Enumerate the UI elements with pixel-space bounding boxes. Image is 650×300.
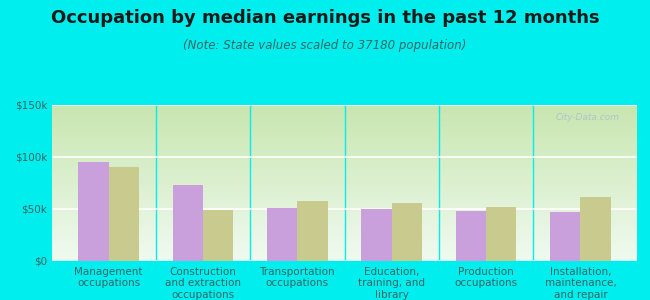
Bar: [361, 209, 392, 261]
Bar: [203, 210, 233, 261]
Bar: [550, 212, 580, 261]
Text: (Note: State values scaled to 37180 population): (Note: State values scaled to 37180 popu…: [183, 39, 467, 52]
Bar: [580, 196, 610, 261]
Bar: [173, 185, 203, 261]
Bar: [486, 207, 516, 261]
Bar: [456, 211, 486, 261]
Bar: [297, 201, 328, 261]
Text: Occupation by median earnings in the past 12 months: Occupation by median earnings in the pas…: [51, 9, 599, 27]
Bar: [109, 167, 139, 261]
Text: City-Data.com: City-Data.com: [556, 113, 619, 122]
Bar: [392, 203, 422, 261]
Bar: [79, 162, 109, 261]
Bar: [267, 208, 297, 261]
